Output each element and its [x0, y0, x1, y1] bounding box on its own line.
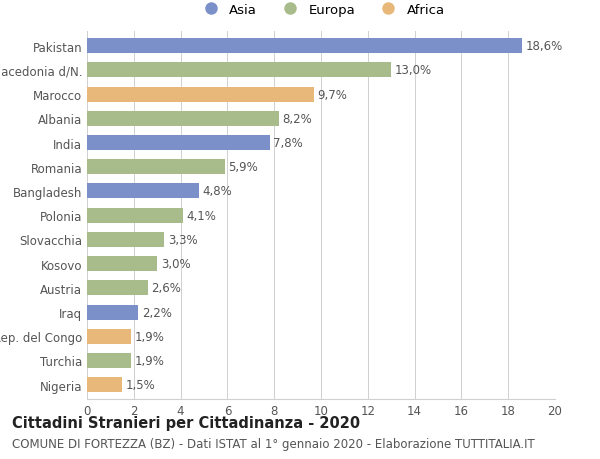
Text: 13,0%: 13,0% [395, 64, 432, 77]
Text: 18,6%: 18,6% [526, 40, 563, 53]
Bar [87, 112, 279, 127]
Bar [87, 353, 131, 368]
Bar [87, 136, 269, 151]
Bar [87, 305, 139, 320]
Bar [87, 377, 122, 392]
Text: 1,9%: 1,9% [135, 330, 165, 343]
Bar [87, 63, 391, 78]
Bar [87, 281, 148, 296]
Text: 3,0%: 3,0% [161, 257, 190, 270]
Text: 5,9%: 5,9% [229, 161, 259, 174]
Text: Cittadini Stranieri per Cittadinanza - 2020: Cittadini Stranieri per Cittadinanza - 2… [12, 415, 360, 431]
Bar [87, 39, 522, 54]
Text: 4,8%: 4,8% [203, 185, 233, 198]
Text: 7,8%: 7,8% [273, 137, 303, 150]
Text: 8,2%: 8,2% [283, 112, 312, 126]
Text: 4,1%: 4,1% [187, 209, 217, 222]
Bar [87, 160, 225, 175]
Text: 3,3%: 3,3% [168, 234, 197, 246]
Bar [87, 184, 199, 199]
Text: COMUNE DI FORTEZZA (BZ) - Dati ISTAT al 1° gennaio 2020 - Elaborazione TUTTITALI: COMUNE DI FORTEZZA (BZ) - Dati ISTAT al … [12, 437, 535, 450]
Bar [87, 208, 183, 223]
Bar [87, 329, 131, 344]
Text: 2,2%: 2,2% [142, 306, 172, 319]
Text: 1,9%: 1,9% [135, 354, 165, 367]
Text: 1,5%: 1,5% [125, 378, 155, 392]
Bar [87, 88, 314, 102]
Bar [87, 257, 157, 272]
Text: 9,7%: 9,7% [317, 89, 347, 101]
Bar [87, 232, 164, 247]
Legend: Asia, Europa, Africa: Asia, Europa, Africa [192, 0, 450, 22]
Text: 2,6%: 2,6% [151, 282, 181, 295]
